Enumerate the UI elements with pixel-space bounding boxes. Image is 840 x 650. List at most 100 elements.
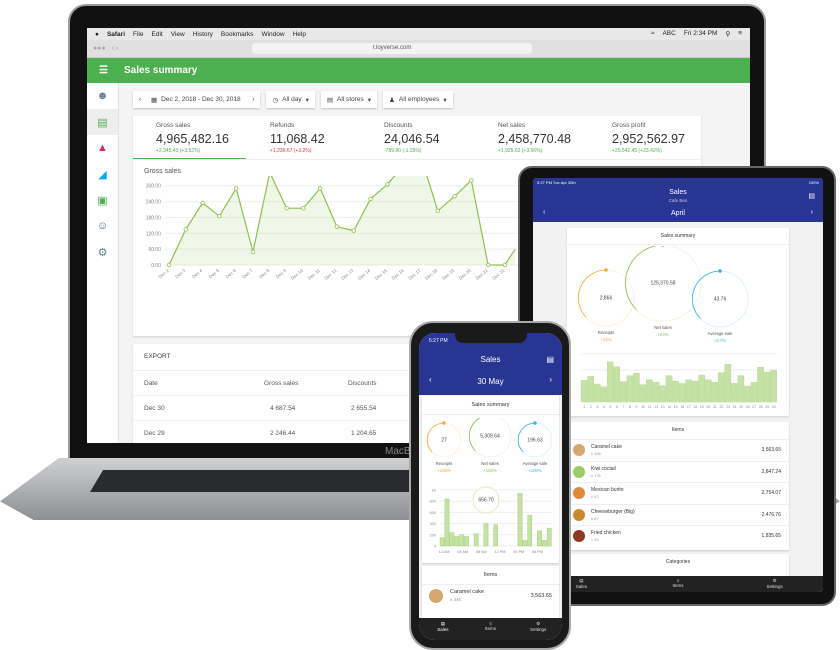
url-bar[interactable]: r.loyverse.com bbox=[252, 43, 532, 54]
menu-history[interactable]: History bbox=[192, 30, 213, 38]
bar bbox=[685, 379, 692, 403]
date-range-label: Dec 2, 2018 - Dec 30, 2018 bbox=[161, 96, 241, 103]
laptop-brand: MacBook bbox=[385, 446, 427, 457]
x-tick-label: 28 bbox=[759, 405, 763, 409]
menu-view[interactable]: View bbox=[170, 30, 185, 38]
next-period-icon[interactable]: › bbox=[810, 209, 813, 216]
print-icon[interactable]: ▤ bbox=[808, 193, 815, 200]
data-point bbox=[485, 262, 491, 268]
nav-settings[interactable]: ⚙ Settings bbox=[766, 578, 783, 589]
kpi-discounts[interactable]: Discounts 24,046.54 -789.80 (-1.25%) bbox=[384, 122, 440, 154]
input-source[interactable]: ABC bbox=[662, 30, 676, 37]
x-tick-label: Dec 22 bbox=[491, 268, 506, 281]
kpi-refunds[interactable]: Refunds 11,068.42 +1,236.67 (+3.2%) bbox=[270, 122, 325, 154]
data-point bbox=[183, 227, 188, 232]
x-tick-label: Dec 5 bbox=[208, 268, 221, 280]
window-controls[interactable]: ●●● bbox=[93, 45, 106, 52]
print-icon[interactable]: ▤ bbox=[546, 355, 554, 364]
account-icon[interactable]: ☻ bbox=[96, 90, 109, 102]
clock[interactable]: Fri 2:34 PM bbox=[683, 30, 718, 37]
menu-bookmarks[interactable]: Bookmarks bbox=[220, 30, 254, 38]
kpi-gross-sales[interactable]: Gross sales 4,965,482.16 +2,345.43 (+3.52%… bbox=[156, 122, 229, 154]
basket-icon[interactable]: ▲ bbox=[97, 142, 108, 154]
apple-icon[interactable]: ● bbox=[95, 30, 99, 38]
bar bbox=[580, 380, 588, 403]
period-nav: ‹ April › bbox=[533, 207, 823, 222]
items-icon[interactable]: ◢ bbox=[98, 168, 107, 181]
prev-period-icon[interactable]: ‹ bbox=[429, 375, 432, 384]
list-item[interactable]: Caramel cake x 346 3,563.65 bbox=[422, 586, 559, 608]
x-tick-label: Dec 2 bbox=[157, 268, 170, 280]
kpi-label: Gross profit bbox=[612, 122, 646, 129]
data-point bbox=[385, 182, 390, 187]
search-icon[interactable]: ⚲ bbox=[725, 31, 731, 38]
export-title[interactable]: EXPORT bbox=[144, 353, 171, 360]
list-item[interactable]: Fried chicken x 45 1,835.65 bbox=[567, 525, 789, 546]
phone-notch bbox=[455, 333, 527, 343]
menu-file[interactable]: File bbox=[133, 30, 144, 38]
bar bbox=[537, 530, 542, 547]
nav-settings[interactable]: ⚙ Settings bbox=[530, 621, 547, 632]
kpi-gross-profit[interactable]: Gross profit 2,952,562.97 +26,542.45 (+23.… bbox=[612, 122, 685, 154]
nav-items[interactable]: ≡ Items bbox=[485, 621, 497, 631]
x-tick-label: 04 PM bbox=[513, 550, 524, 554]
col-date[interactable]: Date bbox=[144, 380, 158, 387]
tablet-daily-chart: 1 2 3 4 5 6 7 8 9 10 11 12 13 14 15 16 17 18 19 20 21 22 23 24 2… bbox=[580, 353, 777, 409]
settings-gear-icon[interactable]: ⚙ bbox=[97, 246, 108, 259]
employees-card-icon[interactable]: ▣ bbox=[97, 194, 108, 207]
date-range-picker[interactable]: ‹ ▦ Dec 2, 2018 - Dec 30, 2018 › bbox=[133, 91, 261, 108]
col-discounts[interactable]: Discounts bbox=[348, 380, 377, 387]
back-forward-buttons[interactable]: ‹ › bbox=[111, 45, 119, 52]
gauge-delta: +23% bbox=[601, 337, 612, 342]
x-tick-label: Dec 4 bbox=[191, 268, 204, 280]
data-point bbox=[469, 178, 474, 183]
employee-filter[interactable]: ♟ All employees ▾ bbox=[383, 91, 453, 108]
list-item[interactable]: Cheeseburger (Big) x 87 2,476.76 bbox=[567, 503, 789, 525]
list-item[interactable]: Caramel cake x 346 3,563.65 bbox=[567, 439, 789, 460]
menu-help[interactable]: Help bbox=[292, 30, 306, 38]
x-tick-label: Dec 18 bbox=[424, 268, 439, 281]
nav-sales[interactable]: ▤ Sales bbox=[437, 621, 449, 632]
categories-title: Categories bbox=[665, 559, 691, 565]
summary-title: Sales summary bbox=[422, 396, 559, 415]
item-thumbnail bbox=[573, 465, 585, 478]
y-tick-label: 60.00 bbox=[148, 247, 161, 253]
gauge-label: Receipts bbox=[436, 461, 453, 466]
customers-icon[interactable]: ☺ bbox=[96, 220, 109, 232]
store-filter[interactable]: ▤ All stores ▾ bbox=[320, 91, 378, 108]
kpi-delta: +2,345.43 (+3.52%) bbox=[156, 148, 201, 154]
gauge-track bbox=[624, 246, 702, 322]
item-name: Cheeseburger (Big) bbox=[591, 508, 635, 515]
next-period-icon[interactable]: › bbox=[549, 375, 552, 384]
menu-list-icon[interactable]: ≡ bbox=[738, 30, 742, 37]
status-time: 5:27 PM Tue Apr 30th bbox=[537, 180, 576, 185]
reports-icon[interactable]: ▤ bbox=[87, 109, 118, 135]
prev-icon[interactable]: ‹ bbox=[139, 96, 142, 103]
menu-window[interactable]: Window bbox=[261, 30, 285, 38]
x-tick-label: 1 bbox=[583, 405, 585, 409]
x-tick-label: Dec 19 bbox=[441, 268, 456, 281]
x-tick-label: Dec 21 bbox=[475, 268, 490, 281]
list-item[interactable]: Mexican burito x 47 2,754.07 bbox=[567, 482, 789, 503]
kpi-net-sales[interactable]: Net sales 2,458,770.48 +1,925.62 (+3.56%) bbox=[498, 122, 571, 154]
nav-items[interactable]: ≡ Items bbox=[672, 578, 684, 588]
tooltip-value: 656.70 bbox=[478, 498, 494, 504]
time-filter[interactable]: ◷ All day ▾ bbox=[266, 91, 315, 108]
wifi-icon[interactable]: ≈ bbox=[650, 30, 655, 37]
menu-app[interactable]: Safari bbox=[106, 30, 126, 38]
col-gross-sales[interactable]: Gross sales bbox=[264, 380, 299, 387]
list-item[interactable]: Kiwi coctail x 176 2,847.24 bbox=[567, 460, 789, 482]
menu-icon[interactable]: ☰ bbox=[99, 65, 108, 76]
nav-sales[interactable]: ▤ Sales bbox=[575, 578, 587, 589]
gauge-value: 43.76 bbox=[714, 297, 727, 303]
prev-period-icon[interactable]: ‹ bbox=[543, 209, 546, 216]
cell: 2 246.44 bbox=[270, 430, 296, 437]
gauge-delta: +24% bbox=[658, 332, 669, 337]
next-icon[interactable]: › bbox=[252, 96, 255, 103]
gauge-dot bbox=[533, 421, 537, 425]
period-label: April bbox=[670, 210, 685, 217]
gauge-arc bbox=[517, 422, 536, 453]
browser-toolbar: ●●● ‹ › r.loyverse.com bbox=[87, 40, 750, 58]
menu-edit[interactable]: Edit bbox=[151, 30, 163, 38]
battery-status: 100% bbox=[808, 180, 819, 185]
